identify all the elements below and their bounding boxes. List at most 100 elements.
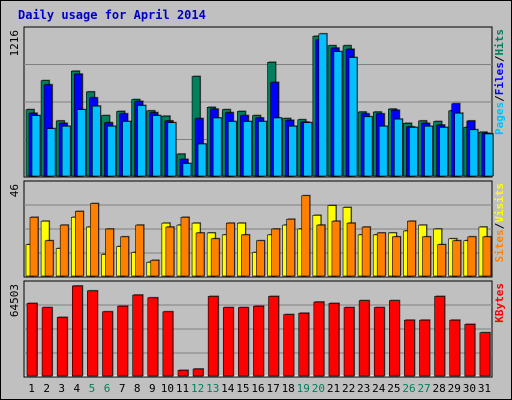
visitors-bar-sites-29 bbox=[452, 240, 462, 277]
legend-item-pages: Pages bbox=[493, 102, 506, 135]
visitors-bar-sites-7 bbox=[120, 236, 129, 277]
kbytes-bar-kbytes-4 bbox=[71, 285, 83, 377]
kbytes-bar-kbytes-30 bbox=[464, 324, 476, 377]
requests-bar-pages-28 bbox=[439, 127, 448, 177]
kbytes-bar-kbytes-26 bbox=[404, 319, 415, 377]
kbytes-bar-kbytes-25 bbox=[389, 300, 400, 377]
day-label-4: 4 bbox=[74, 382, 81, 395]
requests-bar-pages-26 bbox=[409, 127, 418, 177]
requests-bar-pages-2 bbox=[46, 128, 56, 177]
visitors-bar-sites-19 bbox=[301, 195, 311, 277]
kbytes-bar-kbytes-28 bbox=[434, 296, 445, 377]
requests-bar-pages-11 bbox=[182, 163, 192, 177]
day-labels: 1 2 3 4 5 6 7 8 9 10 11 12 13 14 15 16 17 18 19 20 21 22 23 24 2… bbox=[28, 382, 491, 395]
visitors-bar-sites-25 bbox=[392, 236, 401, 277]
visitors-bar-sites-9 bbox=[150, 260, 160, 277]
legend-item-visits: Visits bbox=[493, 183, 506, 223]
day-label-26: 26 bbox=[402, 382, 415, 395]
day-label-11: 11 bbox=[176, 382, 189, 395]
legend-kbytes: KBytes bbox=[493, 283, 506, 323]
visitors-bar-sites-26 bbox=[407, 220, 416, 277]
legend-visitors: Sites/Visits bbox=[493, 183, 506, 263]
kbytes-bar-kbytes-19 bbox=[298, 312, 310, 377]
day-label-6: 6 bbox=[104, 382, 111, 395]
visitors-bar-sites-31 bbox=[482, 236, 492, 277]
day-label-8: 8 bbox=[134, 382, 141, 395]
kbytes-bar-kbytes-16 bbox=[253, 305, 264, 377]
day-label-10: 10 bbox=[161, 382, 174, 395]
requests-bar-pages-8 bbox=[137, 105, 146, 177]
requests-bar-pages-31 bbox=[484, 133, 494, 177]
visitors-bar-sites-6 bbox=[105, 228, 114, 277]
visitors-bar-sites-16 bbox=[256, 240, 265, 277]
requests-bar-pages-12 bbox=[197, 143, 207, 177]
day-label-13: 13 bbox=[206, 382, 219, 395]
kbytes-bar-kbytes-31 bbox=[479, 332, 491, 377]
kbytes-bar-kbytes-29 bbox=[449, 319, 461, 377]
legend-separator: / bbox=[493, 55, 506, 62]
day-label-9: 9 bbox=[149, 382, 156, 395]
requests-bar-pages-24 bbox=[378, 125, 388, 177]
chart-title: Daily usage for April 2014 bbox=[18, 8, 206, 22]
day-label-30: 30 bbox=[463, 382, 476, 395]
visitors-bar-sites-10 bbox=[165, 226, 175, 277]
requests-bar-pages-27 bbox=[424, 125, 433, 177]
visitors-bar-sites-4 bbox=[74, 211, 84, 277]
requests-bar-pages-4 bbox=[76, 109, 86, 177]
day-label-27: 27 bbox=[417, 382, 430, 395]
visitors-bar-sites-22 bbox=[346, 222, 356, 277]
legend-item-sites: Sites bbox=[493, 229, 506, 262]
requests-bar-pages-19 bbox=[303, 122, 313, 177]
day-label-15: 15 bbox=[236, 382, 249, 395]
requests-bar-pages-10 bbox=[167, 122, 177, 177]
day-label-21: 21 bbox=[327, 382, 340, 395]
requests-bar-pages-9 bbox=[152, 115, 162, 177]
day-label-18: 18 bbox=[282, 382, 295, 395]
kbytes-bar-kbytes-14 bbox=[222, 307, 234, 377]
kbytes-bar-kbytes-21 bbox=[328, 303, 340, 377]
visitors-bar-sites-2 bbox=[44, 240, 54, 277]
requests-bar-pages-30 bbox=[469, 129, 479, 177]
requests-bar-pages-25 bbox=[394, 118, 403, 177]
day-label-5: 5 bbox=[89, 382, 96, 395]
kbytes-bar-kbytes-22 bbox=[343, 307, 355, 377]
kbytes-bar-kbytes-3 bbox=[56, 317, 68, 377]
visitors-bar-sites-1 bbox=[29, 217, 39, 277]
kbytes-bar-kbytes-8 bbox=[132, 294, 143, 377]
visitors-bar-sites-14 bbox=[225, 222, 235, 277]
kbytes-bar-kbytes-2 bbox=[41, 307, 53, 377]
kbytes-bar-kbytes-11 bbox=[177, 370, 189, 377]
kbytes-bar-kbytes-24 bbox=[373, 307, 385, 377]
kbytes-bar-kbytes-20 bbox=[313, 301, 325, 377]
visitors-bar-sites-28 bbox=[437, 244, 446, 277]
kbytes-bar-kbytes-10 bbox=[162, 311, 174, 377]
day-label-22: 22 bbox=[342, 382, 355, 395]
requests-bar-pages-6 bbox=[107, 125, 116, 177]
requests-bar-pages-23 bbox=[363, 116, 373, 177]
kbytes-bar-kbytes-6 bbox=[102, 311, 113, 377]
visitors-bar-sites-21 bbox=[331, 220, 341, 277]
kbytes-bar-kbytes-5 bbox=[87, 290, 98, 377]
visitors-bar-sites-27 bbox=[422, 236, 431, 277]
requests-bar-pages-15 bbox=[243, 121, 252, 177]
kbytes-bar-kbytes-13 bbox=[207, 296, 219, 377]
kbytes-bar-kbytes-12 bbox=[192, 368, 204, 377]
requests-bar-pages-16 bbox=[258, 121, 267, 177]
kbytes-bar-kbytes-7 bbox=[117, 305, 128, 377]
day-label-7: 7 bbox=[119, 382, 126, 395]
day-label-16: 16 bbox=[251, 382, 264, 395]
kbytes-bar-kbytes-18 bbox=[283, 314, 294, 377]
requests-bar-pages-29 bbox=[454, 112, 464, 177]
day-label-14: 14 bbox=[221, 382, 235, 395]
visitors-bar-sites-20 bbox=[316, 224, 326, 277]
day-label-3: 3 bbox=[58, 382, 65, 395]
requests-bar-pages-13 bbox=[212, 117, 222, 177]
visitors-bar-sites-13 bbox=[210, 238, 220, 277]
legend-requests: Pages/Files/Hits bbox=[493, 29, 506, 135]
visitors-bar-sites-23 bbox=[361, 226, 371, 277]
visitors-bar-sites-8 bbox=[135, 224, 144, 277]
visitors-bar-sites-15 bbox=[241, 234, 250, 277]
day-label-25: 25 bbox=[387, 382, 400, 395]
